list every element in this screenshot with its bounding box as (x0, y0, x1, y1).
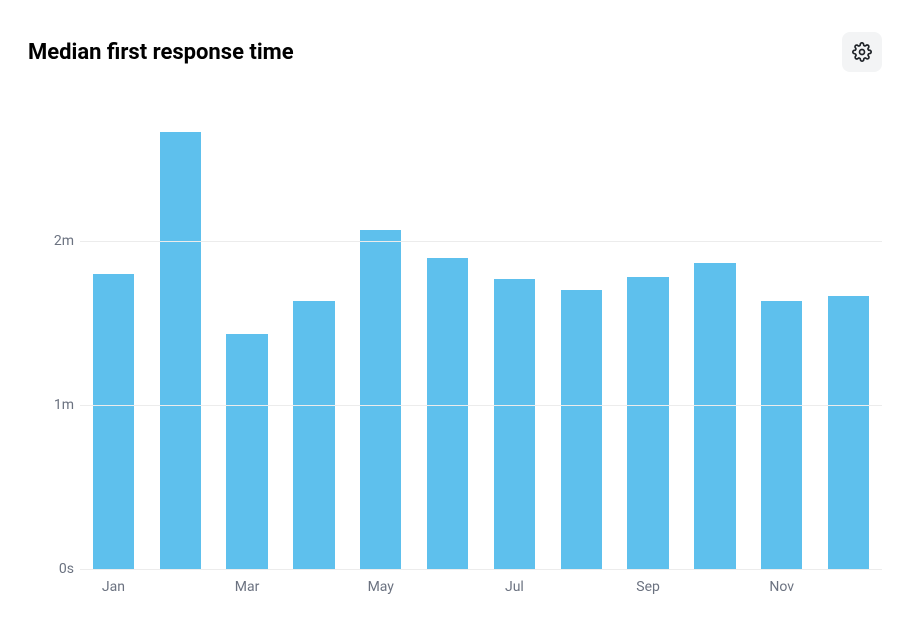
bar[interactable] (293, 301, 334, 569)
chart-plot (80, 90, 882, 569)
x-axis-label: May (368, 579, 394, 595)
x-axis-label: Jul (505, 579, 524, 595)
bar[interactable] (561, 290, 602, 569)
x-axis-label: Sep (636, 579, 660, 595)
bar[interactable] (427, 258, 468, 569)
gear-icon (852, 42, 872, 62)
bar[interactable] (627, 277, 668, 569)
card-header: Median first response time (28, 32, 882, 72)
x-axis-label: Nov (769, 579, 794, 595)
card-title: Median first response time (28, 40, 294, 65)
gridline (80, 405, 882, 406)
bar[interactable] (93, 274, 134, 569)
y-axis-label: 0s (59, 561, 74, 577)
chart-area: 0s 1m 2m Jan Mar May Jul Sep Nov (28, 90, 882, 609)
y-axis-label: 1m (54, 397, 74, 413)
gridline (80, 241, 882, 242)
bar[interactable] (761, 301, 802, 569)
bar[interactable] (494, 279, 535, 569)
y-axis: 0s1m2m (28, 90, 80, 569)
x-axis: Jan Mar May Jul Sep Nov (80, 569, 882, 609)
y-axis-label: 2m (54, 233, 74, 249)
bars-container (80, 91, 882, 569)
bar[interactable] (828, 296, 869, 569)
x-axis-label: Jan (102, 579, 125, 595)
bar[interactable] (226, 334, 267, 569)
bar[interactable] (360, 230, 401, 569)
bar[interactable] (694, 263, 735, 569)
chart-card: Median first response time 0s 1m 2m Jan Mar… (0, 0, 910, 637)
settings-button[interactable] (842, 32, 882, 72)
bar[interactable] (160, 132, 201, 569)
x-axis-label: Mar (235, 579, 260, 595)
